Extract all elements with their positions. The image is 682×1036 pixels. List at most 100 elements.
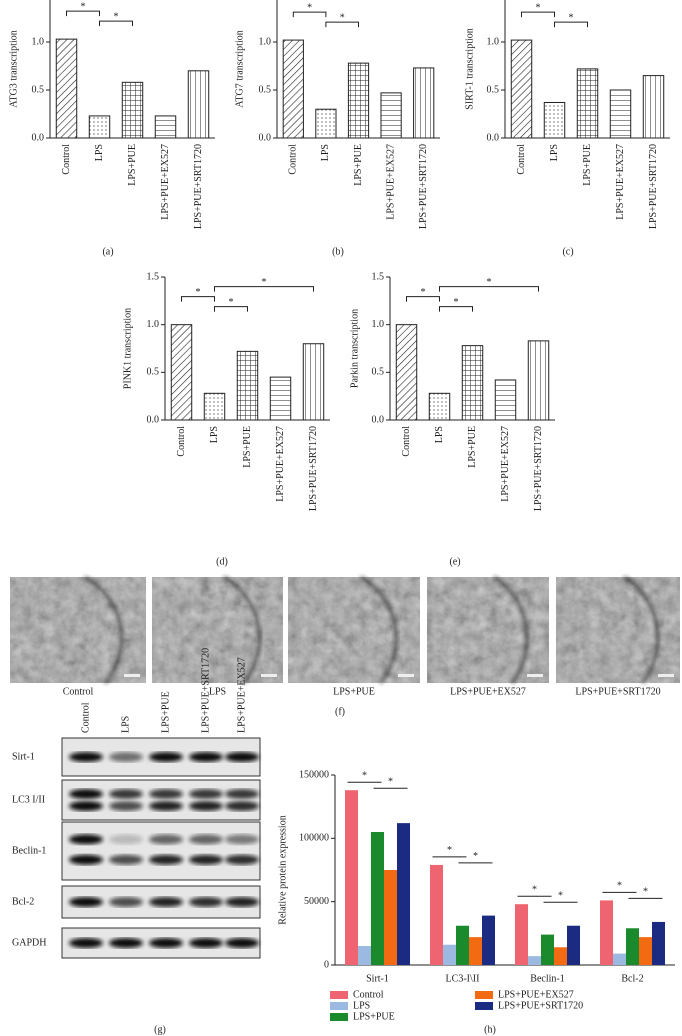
significance-bracket bbox=[66, 10, 100, 17]
significance-label: * bbox=[262, 277, 267, 288]
blot-band bbox=[69, 897, 103, 907]
x-tick-label: LPS+PUE+EX527 bbox=[385, 144, 396, 220]
panel-label: (b) bbox=[332, 246, 344, 257]
micrograph-label: LPS bbox=[209, 686, 226, 697]
scale-bar bbox=[261, 674, 277, 677]
micrograph-label: Control bbox=[63, 686, 94, 697]
y-tick-label: 1.0 bbox=[259, 36, 272, 47]
bar bbox=[567, 925, 580, 965]
significance-label: * bbox=[340, 12, 345, 23]
bar bbox=[203, 392, 226, 421]
panel-label: (g) bbox=[154, 1024, 166, 1035]
y-tick-label: 1.5 bbox=[147, 271, 160, 282]
y-tick-label: 0.5 bbox=[147, 367, 160, 378]
y-tick-label: 1.0 bbox=[487, 36, 500, 47]
lane-label: LPS+PUE+SRT1720 bbox=[200, 648, 211, 733]
bar bbox=[443, 944, 456, 965]
significance-bracket bbox=[554, 21, 588, 28]
bar bbox=[154, 115, 177, 139]
blot-band bbox=[69, 854, 103, 865]
x-tick-label: LPS bbox=[549, 144, 560, 161]
blot-band bbox=[225, 938, 259, 948]
bar bbox=[55, 38, 78, 139]
significance-label: * bbox=[532, 884, 537, 895]
y-axis-label: SIRT-1 transcription bbox=[464, 28, 475, 110]
lane-label: LPS+PUE+EX527 bbox=[236, 657, 247, 733]
bar bbox=[482, 915, 495, 965]
blot-band bbox=[149, 854, 183, 865]
x-tick-label: LPS+PUE+EX527 bbox=[160, 144, 171, 220]
significance-label: * bbox=[558, 890, 563, 901]
significance-bracket bbox=[99, 20, 133, 27]
x-tick-label: LPS+PUE bbox=[467, 426, 478, 468]
bar bbox=[384, 870, 397, 965]
panel-label: (f) bbox=[335, 706, 345, 717]
panel-label: (a) bbox=[102, 246, 113, 257]
significance-bracket bbox=[521, 11, 555, 18]
bar bbox=[639, 937, 652, 965]
blot-band bbox=[109, 834, 143, 845]
bar bbox=[187, 70, 210, 139]
x-tick-label: LPS+PUE+EX527 bbox=[615, 144, 626, 220]
y-tick-label: 0 bbox=[324, 959, 329, 970]
scale-bar bbox=[124, 674, 140, 677]
protein-label: Bcl-2 bbox=[12, 896, 34, 907]
significance-label: * bbox=[196, 287, 201, 298]
bar bbox=[371, 832, 384, 965]
micrograph-texture bbox=[288, 577, 420, 683]
y-axis-label: Relative protein expression bbox=[277, 815, 288, 924]
y-tick-label: 0.5 bbox=[32, 84, 45, 95]
scale-bar bbox=[398, 674, 414, 677]
blot-band bbox=[149, 897, 183, 907]
significance-bracket bbox=[214, 306, 248, 312]
y-tick-label: 0.5 bbox=[487, 84, 500, 95]
significance-bracket bbox=[406, 296, 440, 302]
scale-bar bbox=[658, 674, 674, 677]
significance-label: * bbox=[643, 887, 648, 898]
x-tick-label: Sirt-1 bbox=[366, 973, 389, 984]
legend-swatch bbox=[475, 1002, 493, 1010]
legend-label: LPS+PUE+SRT1720 bbox=[498, 1000, 583, 1011]
protein-label: Sirt-1 bbox=[12, 751, 35, 762]
bar bbox=[609, 89, 632, 139]
legend-swatch bbox=[330, 991, 348, 999]
panel-label: (d) bbox=[216, 556, 228, 567]
blot-panel bbox=[61, 779, 261, 821]
legend-label: LPS+PUE bbox=[353, 1011, 395, 1022]
bar bbox=[395, 324, 418, 421]
bar bbox=[88, 115, 111, 139]
bar bbox=[456, 925, 469, 965]
bar bbox=[358, 946, 371, 965]
y-tick-label: 100000 bbox=[299, 833, 329, 844]
y-tick-label: 1.0 bbox=[32, 36, 45, 47]
significance-bracket bbox=[292, 11, 327, 18]
legend-swatch bbox=[330, 1013, 348, 1021]
bar bbox=[269, 376, 292, 421]
blot-band bbox=[149, 789, 183, 799]
x-tick-label: LPS+PUE+SRT1720 bbox=[308, 426, 319, 511]
bar bbox=[554, 947, 567, 965]
legend-label: LPS+PUE+EX527 bbox=[498, 989, 574, 1000]
bar bbox=[642, 75, 665, 139]
significance-bracket bbox=[439, 286, 539, 292]
significance-bracket bbox=[181, 296, 215, 302]
y-tick-label: 50000 bbox=[304, 896, 329, 907]
bar bbox=[236, 350, 259, 421]
significance-label: * bbox=[81, 1, 86, 12]
x-tick-label: LPS+PUE bbox=[242, 426, 253, 468]
y-tick-label: 1.0 bbox=[147, 319, 160, 330]
significance-label: * bbox=[473, 851, 478, 862]
micrograph-texture bbox=[556, 577, 680, 683]
blot-band bbox=[109, 801, 143, 811]
x-tick-label: LPS+PUE+EX527 bbox=[275, 426, 286, 502]
significance-label: * bbox=[454, 297, 459, 308]
bar bbox=[347, 62, 370, 139]
blot-band bbox=[149, 752, 183, 762]
blot-band bbox=[69, 752, 103, 762]
nucleus-outline bbox=[360, 576, 398, 684]
blot-band bbox=[189, 801, 223, 811]
x-tick-label: LPS bbox=[209, 426, 220, 443]
blot-band bbox=[109, 897, 143, 907]
y-axis-label: PINK1 transcription bbox=[122, 308, 133, 389]
bar bbox=[345, 790, 358, 965]
